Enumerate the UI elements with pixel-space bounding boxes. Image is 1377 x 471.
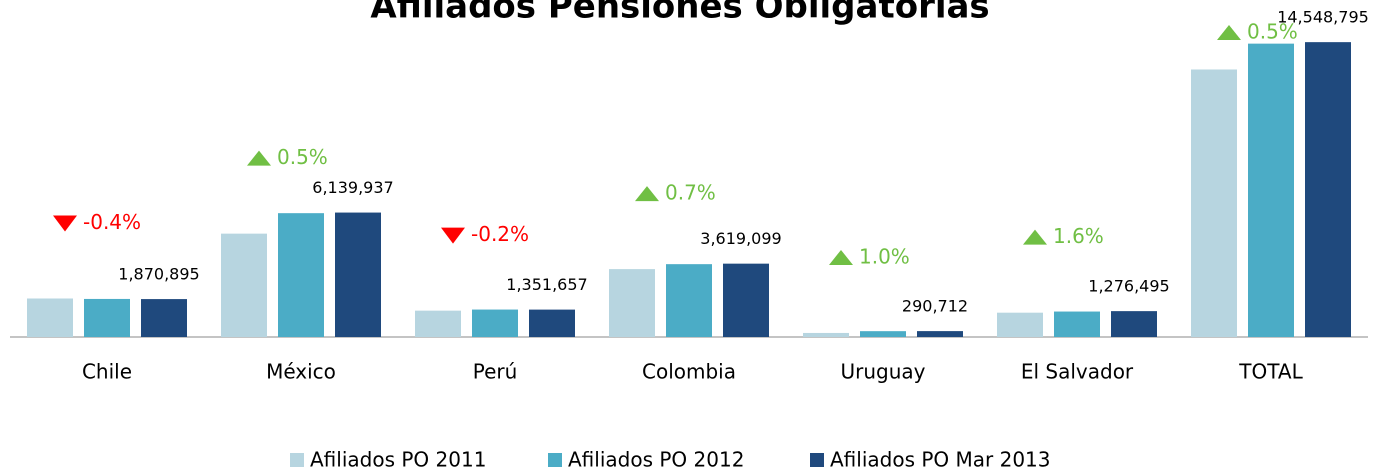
change-label: -0.4% — [83, 210, 141, 234]
x-tick-label: México — [266, 360, 336, 384]
chart-title: Afiliados Pensiones Obligatorias — [370, 0, 989, 27]
change-arrow — [635, 186, 659, 202]
bar — [723, 263, 769, 337]
change-arrow — [247, 150, 271, 166]
data-label: 1,870,895 — [118, 265, 199, 284]
legend-label: Afiliados PO Mar 2013 — [830, 448, 1051, 471]
legend-swatch — [810, 453, 824, 467]
bar — [278, 213, 324, 337]
change-label: 0.5% — [1247, 20, 1298, 44]
bar — [141, 299, 187, 337]
bar — [221, 233, 267, 337]
data-label: 14,548,795 — [1277, 8, 1369, 27]
x-tick-label: Chile — [82, 360, 132, 384]
change-arrow — [441, 227, 465, 244]
data-label: 3,619,099 — [700, 229, 781, 248]
legend-label: Afiliados PO 2011 — [310, 448, 486, 471]
legend-swatch — [548, 453, 562, 467]
data-label: 1,351,657 — [506, 275, 587, 294]
change-arrow — [829, 249, 853, 265]
data-label: 1,276,495 — [1088, 277, 1169, 296]
bar — [609, 269, 655, 337]
bar — [84, 298, 130, 337]
change-label: 0.7% — [665, 181, 716, 205]
legend-label: Afiliados PO 2012 — [568, 448, 744, 471]
change-arrow — [53, 215, 77, 232]
x-tick-label: TOTAL — [1238, 360, 1303, 384]
bar — [803, 332, 849, 337]
legend-swatch — [290, 453, 304, 467]
change-label: 0.5% — [277, 145, 328, 169]
change-label: 1.0% — [859, 244, 910, 268]
bar — [1111, 311, 1157, 337]
change-label: -0.2% — [471, 222, 529, 246]
bar — [997, 312, 1043, 337]
change-arrow — [1217, 25, 1241, 40]
x-tick-label: El Salvador — [1021, 360, 1134, 384]
bar — [860, 331, 906, 337]
change-arrow — [1023, 229, 1047, 245]
bar — [335, 212, 381, 337]
bar — [666, 264, 712, 337]
bar — [1248, 43, 1294, 337]
bar — [1054, 311, 1100, 337]
bar — [415, 310, 461, 337]
bar — [27, 298, 73, 337]
bar — [1305, 42, 1351, 338]
bar — [529, 309, 575, 337]
bar — [1191, 69, 1237, 337]
bar — [917, 331, 963, 337]
bar — [472, 309, 518, 337]
data-label: 6,139,937 — [312, 178, 393, 197]
data-label: 290,712 — [902, 297, 968, 316]
x-tick-label: Colombia — [642, 360, 736, 384]
change-label: 1.6% — [1053, 224, 1104, 248]
x-tick-label: Uruguay — [841, 360, 926, 384]
x-tick-label: Perú — [473, 360, 518, 384]
